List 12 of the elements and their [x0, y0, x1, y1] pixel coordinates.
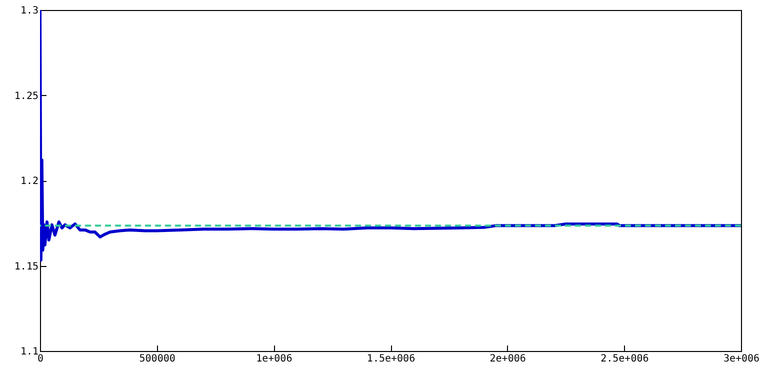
x-tick-label: 2e+006 [490, 354, 526, 364]
y-tick-label: 1.3 [20, 6, 38, 16]
x-tick-label: 1e+006 [256, 354, 292, 364]
y-tick-label: 1.2 [20, 176, 38, 187]
y-tick-label: 1.15 [14, 261, 38, 272]
x-tick-label: 500000 [139, 354, 176, 364]
x-tick-label: 2.5e+006 [600, 354, 649, 364]
x-tick-label: 3e+006 [723, 354, 760, 364]
x-tick-label: 0 [37, 354, 44, 364]
y-tick-label: 1.25 [14, 90, 38, 102]
x-tick-label: 1.5e+006 [366, 354, 416, 364]
y-tick-label: 1.1 [20, 346, 38, 358]
